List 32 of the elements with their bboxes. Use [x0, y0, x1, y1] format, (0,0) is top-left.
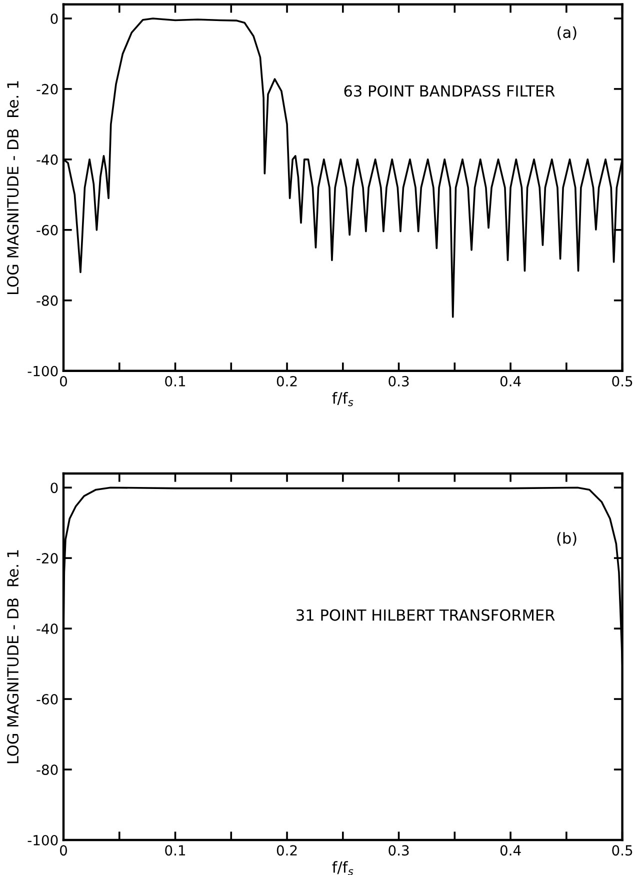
y-tick-label: 0 — [50, 482, 58, 494]
x-tick-label: 0.5 — [612, 845, 632, 856]
y-tick-label: -60 — [36, 224, 58, 236]
x-tick-label: 0.2 — [276, 376, 297, 386]
x-tick-label: 0.4 — [500, 376, 521, 386]
y-tick-label: -40 — [36, 154, 58, 165]
x-tick-label: 0.5 — [612, 376, 632, 386]
annotation: (a) — [558, 26, 576, 40]
x-tick-label: 0.4 — [500, 845, 521, 856]
y-axis-title: LOG MAGNITUDE - DB Re. 1 — [7, 550, 19, 764]
y-tick-label: -20 — [36, 553, 58, 564]
x-tick-label: 0.3 — [388, 845, 409, 856]
x-tick-label: 0.1 — [165, 376, 186, 386]
y-tick-label: -80 — [36, 295, 58, 306]
x-tick-label: 0 — [60, 376, 67, 386]
y-tick-label: -80 — [36, 764, 58, 775]
y-tick-label: -100 — [28, 834, 58, 846]
y-tick-label: -40 — [36, 624, 58, 634]
y-tick-label: -60 — [36, 694, 58, 705]
x-tick-label: 0.3 — [388, 376, 409, 386]
x-axis-title: f/f$_{s}$ — [332, 861, 354, 875]
annotation: 63 POINT BANDPASS FILTER — [344, 85, 555, 97]
x-tick-label: 0.1 — [165, 845, 186, 856]
y-tick-label: -100 — [28, 366, 58, 376]
y-tick-label: 0 — [50, 13, 58, 24]
y-tick-label: -20 — [36, 84, 58, 94]
annotation: 31 POINT HILBERT TRANSFORMER — [296, 609, 555, 621]
x-tick-label: 0.2 — [276, 845, 297, 856]
x-tick-label: 0 — [60, 845, 67, 856]
annotation: (b) — [557, 532, 576, 546]
x-axis-title: f/f$_{s}$ — [332, 392, 354, 406]
y-axis-title: LOG MAGNITUDE - DB Re. 1 — [7, 81, 19, 294]
